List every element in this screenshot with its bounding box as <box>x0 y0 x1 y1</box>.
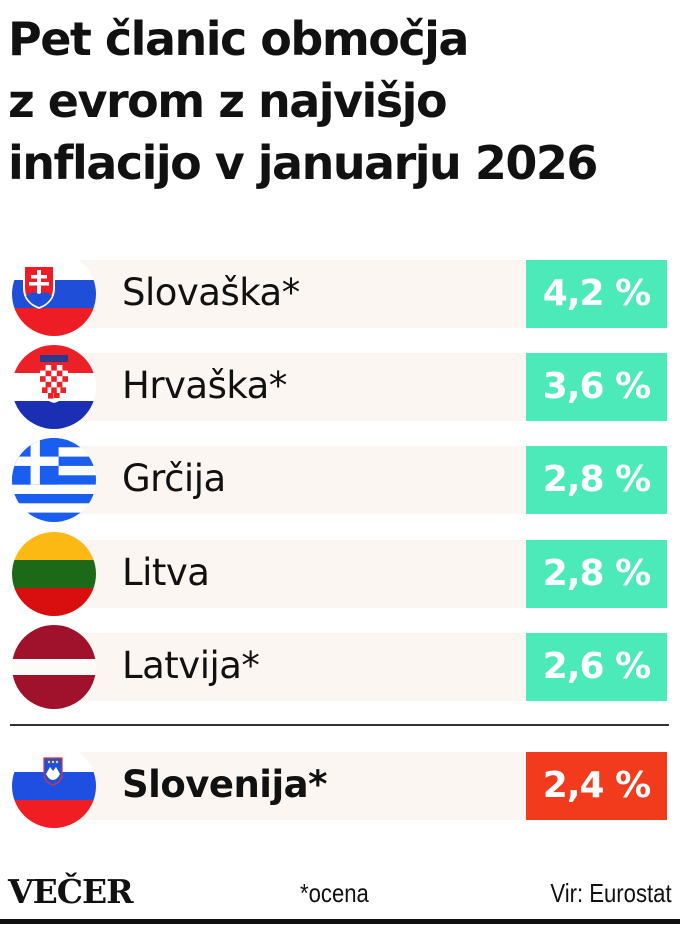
table-row: Grčija 2,8 % <box>0 434 680 526</box>
slovenia-flag-icon <box>12 744 96 828</box>
row-band <box>70 540 530 608</box>
divider <box>10 724 669 726</box>
value-badge: 4,2 % <box>526 260 667 328</box>
title-line-3: inflacijo v januarju 2026 <box>8 136 598 190</box>
country-name: Litva <box>122 551 210 594</box>
croatia-flag-icon <box>12 345 96 429</box>
value-badge: 2,8 % <box>526 446 667 514</box>
highlight-row: Slovenija* 2,4 % <box>0 740 680 832</box>
country-name: Slovaška* <box>122 271 300 314</box>
footnote: *ocena <box>300 878 369 908</box>
lithuania-flag-icon <box>12 532 96 616</box>
table-row: Slovaška* 4,2 % <box>0 248 680 340</box>
latvia-flag-icon <box>12 625 96 709</box>
value-badge: 2,6 % <box>526 633 667 701</box>
bottom-rule <box>0 919 680 924</box>
greece-flag-icon <box>12 438 96 522</box>
value-badge: 3,6 % <box>526 353 667 421</box>
row-band <box>70 446 530 514</box>
table-row: Hrvaška* 3,6 % <box>0 341 680 433</box>
country-name: Hrvaška* <box>122 364 287 407</box>
vecer-logo: VEČER <box>8 872 134 911</box>
row-band <box>70 353 530 421</box>
country-name: Latvija* <box>122 644 260 687</box>
table-row: Latvija* 2,6 % <box>0 621 680 713</box>
row-band <box>70 260 530 328</box>
source-label: Vir: Eurostat <box>550 878 672 908</box>
country-name: Grčija <box>122 457 226 500</box>
page-title: Pet članic območja z evrom z najvišjo in… <box>8 8 678 194</box>
slovakia-flag-icon <box>12 252 96 336</box>
row-band <box>70 752 530 820</box>
row-band <box>70 633 530 701</box>
footer: VEČER *ocena Vir: Eurostat <box>0 872 680 912</box>
value-badge: 2,8 % <box>526 540 667 608</box>
title-line-2: z evrom z najvišjo <box>8 74 448 128</box>
title-line-1: Pet članic območja <box>8 12 469 66</box>
value-badge-highlight: 2,4 % <box>526 752 667 820</box>
country-name: Slovenija* <box>122 763 328 806</box>
table-row: Litva 2,8 % <box>0 528 680 620</box>
